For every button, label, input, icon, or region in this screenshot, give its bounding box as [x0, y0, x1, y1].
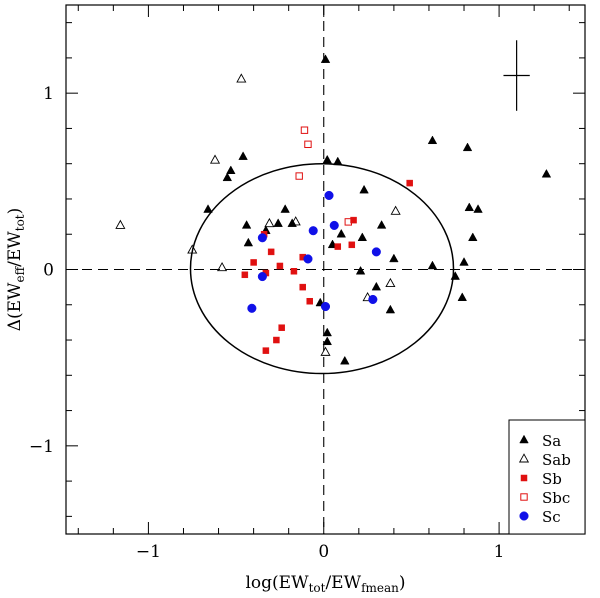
data-point-sbc: [300, 126, 309, 134]
data-point-sab: [236, 73, 247, 83]
legend-marker-sa: [519, 434, 529, 444]
data-point-sb: [250, 259, 257, 266]
data-point-sb: [334, 243, 342, 250]
data-point-sa: [427, 135, 438, 145]
legend-marker-sab: [518, 453, 530, 463]
data-point-sb: [348, 241, 356, 249]
data-point-sc: [324, 190, 334, 200]
data-point-sab: [187, 244, 198, 254]
data-point-sa: [320, 54, 331, 63]
data-point-sc: [247, 303, 257, 313]
data-point-sa: [450, 271, 460, 280]
data-point-sab: [390, 205, 401, 215]
data-point-sa: [385, 304, 396, 314]
data-point-sb: [276, 262, 284, 270]
data-point-sb: [241, 271, 249, 279]
data-point-sbc: [304, 140, 312, 149]
legend-marker-sbc: [520, 493, 528, 501]
data-layer: [115, 54, 552, 365]
data-point-sa: [376, 220, 387, 229]
data-point-sa: [340, 355, 350, 365]
data-point-sb: [350, 216, 357, 224]
data-point-sb: [290, 268, 298, 275]
data-point-sab: [264, 217, 275, 228]
data-point-sa: [336, 228, 347, 238]
data-point-sa: [322, 154, 332, 164]
reference-layer: [66, 5, 585, 534]
data-point-sa: [241, 220, 252, 229]
data-point-sc: [329, 220, 339, 230]
y-axis-label: Δ(EWeff/EWtot): [5, 208, 27, 332]
data-point-sb: [278, 324, 285, 331]
legend-marker-sc: [519, 511, 529, 521]
data-point-sa: [468, 232, 478, 242]
x-axis-label: log(EWtot/EWfmean): [245, 573, 405, 595]
data-point-sbc: [295, 172, 303, 180]
legend-label-sc: Sc: [542, 508, 561, 526]
data-point-sa: [389, 253, 399, 263]
data-point-sb: [267, 248, 275, 256]
data-point-sc: [320, 301, 331, 312]
data-point-sa: [226, 165, 236, 175]
data-point-sc: [368, 294, 378, 305]
data-point-sb: [262, 347, 270, 354]
data-point-sa: [427, 260, 438, 270]
data-point-sc: [257, 272, 267, 282]
plot-frame: [65, 4, 586, 535]
data-point-sab: [320, 346, 331, 356]
data-point-sa: [457, 292, 467, 301]
data-point-sa: [464, 202, 475, 212]
data-point-sab: [209, 154, 221, 164]
data-point-sa: [459, 257, 469, 266]
y-tick-label: 0: [43, 261, 54, 281]
data-point-sc: [371, 247, 381, 257]
data-point-sa: [333, 156, 343, 166]
y-tick-label: −1: [29, 437, 54, 457]
data-point-sa: [357, 232, 368, 242]
tick-layer: −1 0 1 −1 0 1: [29, 5, 585, 562]
data-point-sa: [462, 142, 473, 152]
data-point-sa: [473, 204, 483, 213]
data-point-sab: [216, 262, 228, 272]
data-point-sa: [322, 336, 332, 346]
data-point-sab: [115, 219, 126, 229]
data-point-sa: [371, 281, 382, 291]
legend-marker-sb: [520, 474, 528, 482]
data-point-sa: [280, 204, 290, 213]
data-point-sb: [406, 179, 413, 187]
data-point-sa: [273, 218, 283, 227]
y-tick-label: 1: [43, 84, 54, 104]
data-point-sb: [273, 336, 280, 344]
data-point-sc: [303, 254, 313, 264]
x-tick-label: 1: [494, 542, 505, 562]
x-tick-label: 0: [318, 542, 329, 562]
data-point-sa: [203, 204, 213, 213]
data-point-sab: [290, 216, 301, 226]
x-tick-label: −1: [136, 542, 161, 562]
selection-ellipse: [189, 162, 455, 375]
data-point-sa: [238, 151, 248, 160]
data-point-sb: [306, 297, 313, 305]
data-point-sbc: [344, 218, 352, 226]
data-point-sa: [355, 265, 366, 275]
data-point-sa: [322, 327, 332, 337]
data-point-sa: [359, 184, 369, 194]
data-point-sc: [308, 226, 318, 236]
data-point-sa: [243, 237, 254, 247]
legend-label-sab: Sab: [542, 451, 571, 469]
data-point-sb: [299, 283, 306, 291]
legend-label-sa: Sa: [542, 432, 561, 450]
data-point-sab: [385, 277, 396, 288]
data-point-sa: [222, 172, 233, 182]
data-point-sc: [257, 233, 267, 243]
data-point-sa: [541, 168, 552, 178]
legend-label-sbc: Sbc: [542, 489, 570, 507]
legend-label-sb: Sb: [542, 470, 562, 488]
